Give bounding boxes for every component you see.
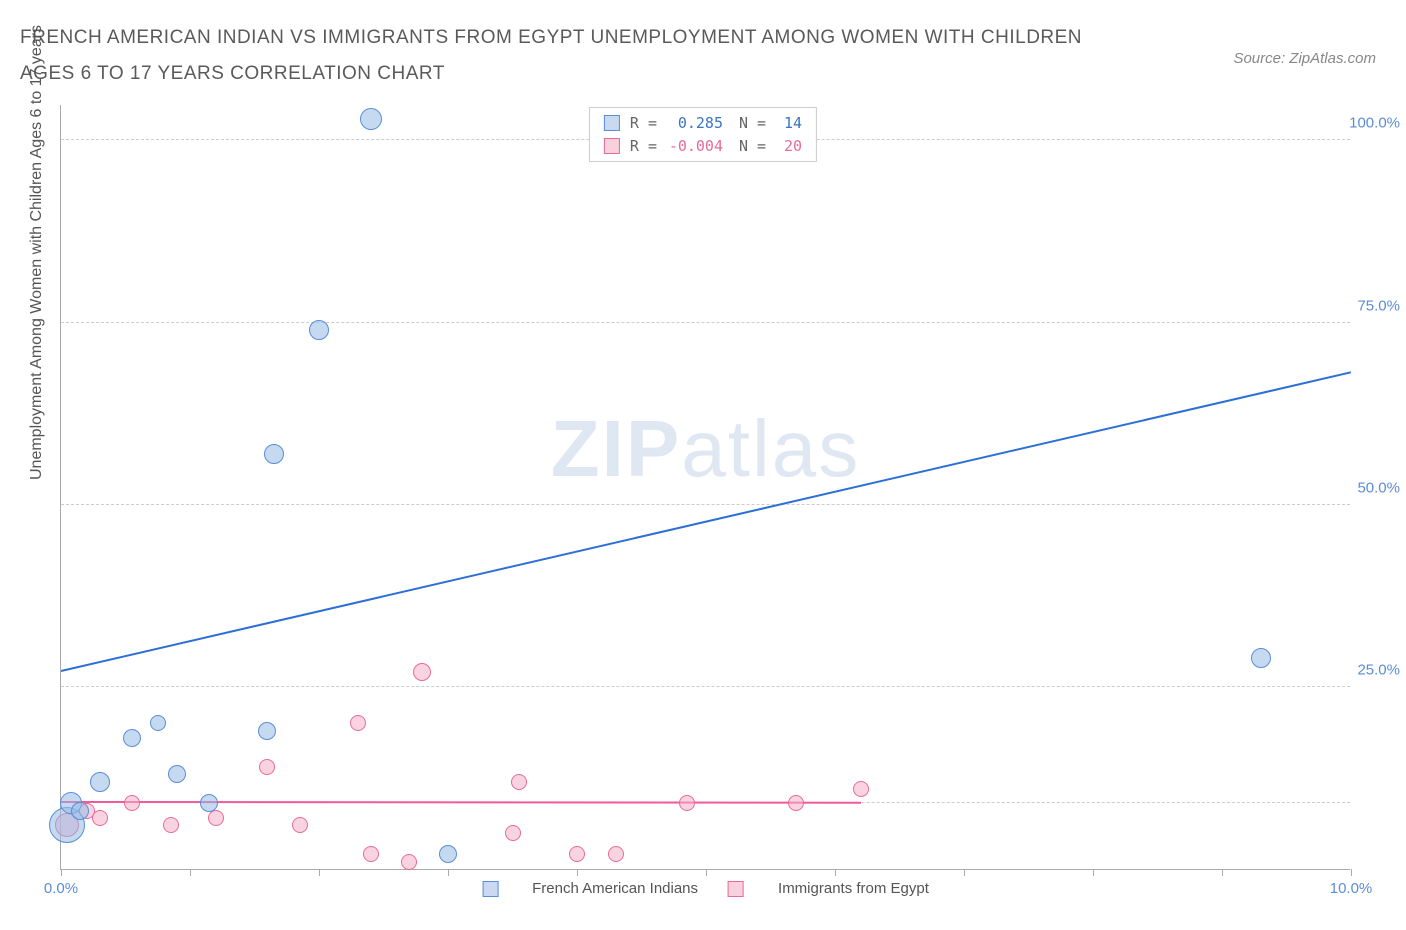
trend-line-blue [61, 372, 1351, 673]
data-point-pink [363, 846, 379, 862]
chart-plot-area: ZIPatlas French American Indians Immigra… [60, 105, 1350, 870]
data-point-pink [163, 817, 179, 833]
n-value-pink: 20 [772, 135, 802, 158]
data-point-pink [350, 715, 366, 731]
bottom-legend: French American Indians Immigrants from … [482, 880, 929, 897]
x-tick [61, 869, 62, 876]
x-tick [577, 869, 578, 876]
stats-row-blue: R = 0.285 N = 14 [604, 112, 802, 135]
x-tick [1093, 869, 1094, 876]
gridline-h [61, 504, 1350, 505]
x-tick-label: 10.0% [1330, 880, 1373, 897]
n-value-blue: 14 [772, 112, 802, 135]
x-tick [706, 869, 707, 876]
data-point-blue [258, 722, 276, 740]
trend-line-pink [61, 801, 861, 804]
chart-title: FRENCH AMERICAN INDIAN VS IMMIGRANTS FRO… [20, 20, 1120, 92]
x-tick [319, 869, 320, 876]
data-point-pink [569, 846, 585, 862]
data-point-pink [511, 774, 527, 790]
legend-label-pink: Immigrants from Egypt [778, 880, 929, 897]
data-point-blue [264, 444, 284, 464]
y-tick-label: 50.0% [1357, 479, 1400, 496]
data-point-pink [401, 854, 417, 870]
data-point-pink [259, 759, 275, 775]
x-tick [1351, 869, 1352, 876]
data-point-pink [505, 825, 521, 841]
source-attribution: Source: ZipAtlas.com [1233, 50, 1376, 67]
legend-label-blue: French American Indians [532, 880, 698, 897]
r-value-pink: -0.004 [663, 135, 723, 158]
stats-swatch-blue [604, 115, 620, 131]
data-point-blue [168, 765, 186, 783]
data-point-pink [124, 795, 140, 811]
data-point-pink [92, 810, 108, 826]
gridline-h [61, 686, 1350, 687]
n-label: N = [739, 135, 766, 158]
data-point-blue [439, 845, 457, 863]
data-point-blue [309, 320, 329, 340]
data-point-blue [200, 794, 218, 812]
y-tick-label: 75.0% [1357, 297, 1400, 314]
data-point-pink [292, 817, 308, 833]
data-point-pink [608, 846, 624, 862]
data-point-blue [360, 108, 382, 130]
x-tick [448, 869, 449, 876]
legend-swatch-blue [482, 881, 498, 897]
x-tick [1222, 869, 1223, 876]
stats-swatch-pink [604, 138, 620, 154]
data-point-blue [123, 729, 141, 747]
y-tick-label: 25.0% [1357, 661, 1400, 678]
data-point-blue [1251, 648, 1271, 668]
x-tick-label: 0.0% [44, 880, 78, 897]
x-tick [964, 869, 965, 876]
watermark-bold: ZIP [551, 404, 681, 493]
watermark-light: atlas [681, 404, 860, 493]
data-point-pink [853, 781, 869, 797]
data-point-blue [150, 715, 166, 731]
gridline-h [61, 322, 1350, 323]
data-point-pink [413, 663, 431, 681]
stats-row-pink: R = -0.004 N = 20 [604, 135, 802, 158]
data-point-pink [788, 795, 804, 811]
y-tick-label: 100.0% [1349, 115, 1400, 132]
data-point-blue [71, 802, 89, 820]
r-label: R = [630, 112, 657, 135]
correlation-stats-box: R = 0.285 N = 14 R = -0.004 N = 20 [589, 107, 817, 162]
x-tick [190, 869, 191, 876]
data-point-pink [679, 795, 695, 811]
x-tick [835, 869, 836, 876]
n-label: N = [739, 112, 766, 135]
legend-swatch-pink [728, 881, 744, 897]
y-axis-title: Unemployment Among Women with Children A… [28, 25, 46, 480]
data-point-blue [90, 772, 110, 792]
r-value-blue: 0.285 [663, 112, 723, 135]
r-label: R = [630, 135, 657, 158]
watermark: ZIPatlas [551, 403, 860, 495]
